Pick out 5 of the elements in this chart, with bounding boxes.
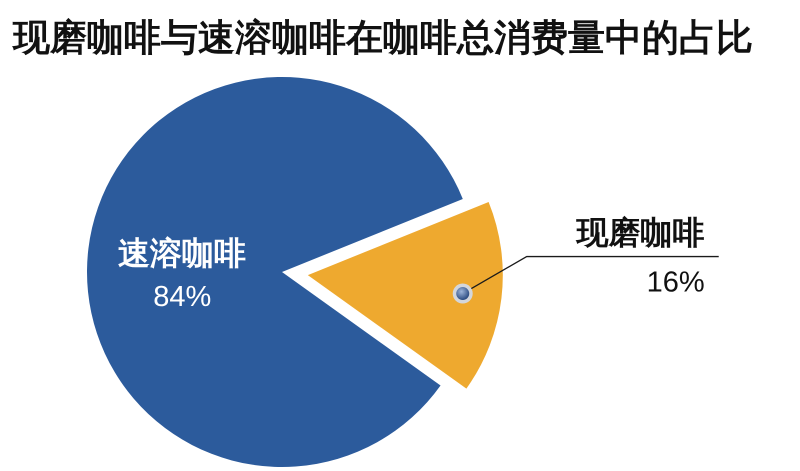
slice-label: 现磨咖啡	[576, 214, 705, 250]
chart-title: 现磨咖啡与速溶咖啡在咖啡总消费量中的占比	[11, 17, 753, 58]
data-label: 16%	[646, 266, 705, 298]
slice-label: 速溶咖啡	[118, 235, 246, 272]
data-label: 84%	[153, 281, 212, 314]
